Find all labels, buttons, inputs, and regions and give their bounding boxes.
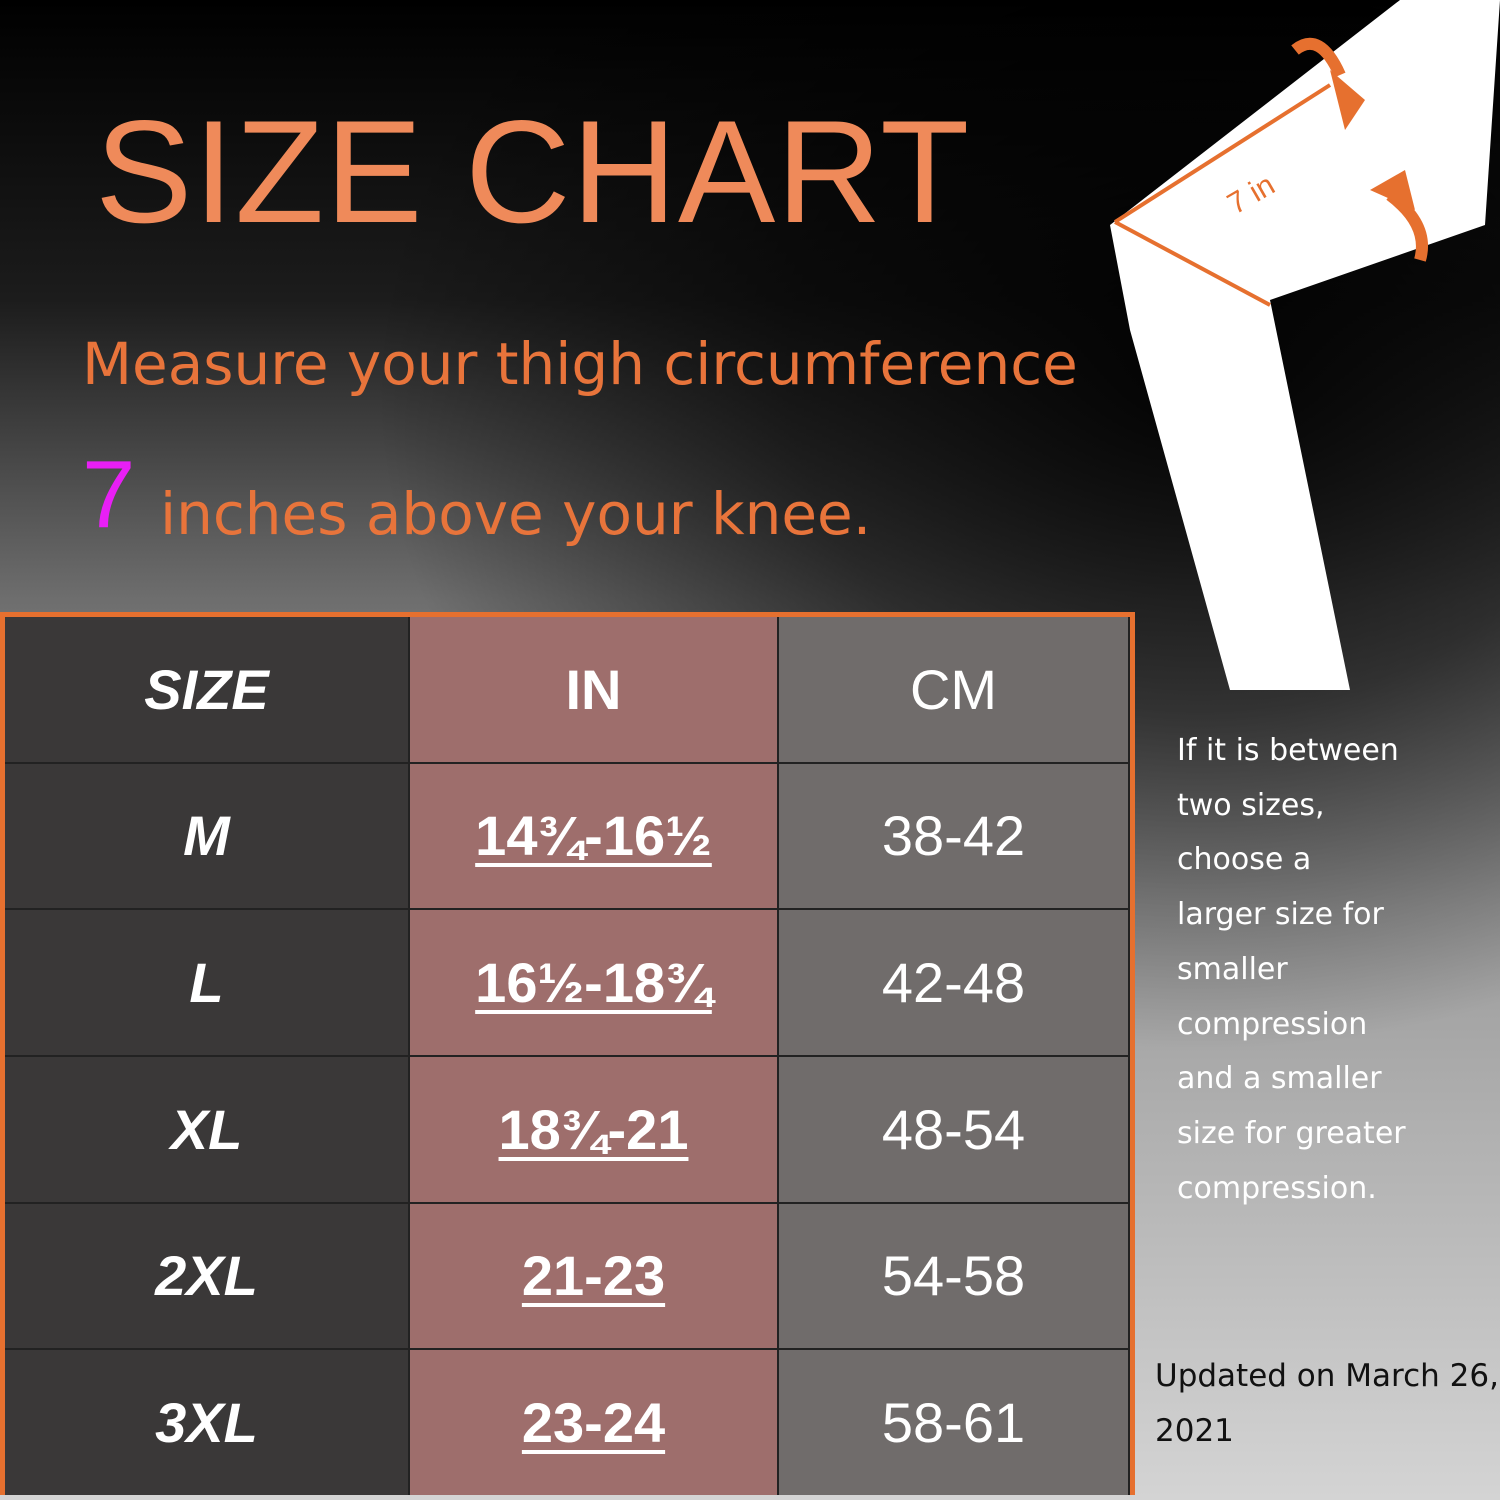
cell-text: 14¾-16½	[475, 804, 712, 868]
table-cell: 58-61	[779, 1350, 1128, 1495]
note-line: compression	[1177, 1006, 1368, 1042]
header-cell: IN	[410, 617, 777, 762]
header-cell: SIZE	[5, 617, 408, 762]
instruction-number: 7	[82, 441, 136, 548]
table-cell: 21-23	[410, 1203, 777, 1349]
cell-text: 42-48	[881, 951, 1026, 1015]
cell-text: 54-58	[881, 1244, 1026, 1308]
note-line: size for greater	[1177, 1115, 1406, 1151]
cell-text: XL	[170, 1097, 243, 1161]
updated-line: Updated on March 26,	[1155, 1358, 1499, 1394]
table-cell: 48-54	[779, 1057, 1128, 1202]
cell-text: 21-23	[521, 1244, 666, 1308]
arrow-head	[1370, 170, 1415, 210]
leg-diagram: 7 in	[1110, 0, 1500, 690]
table-cell: 16½-18¾	[410, 910, 777, 1055]
table-cell: M	[5, 763, 408, 909]
header-cell: CM	[779, 617, 1128, 762]
table-cell: 54-58	[779, 1203, 1128, 1349]
leg-shape	[1110, 0, 1500, 690]
updated-line: 2021	[1155, 1413, 1234, 1449]
note-line: larger size for	[1177, 897, 1384, 933]
note-line: choose a	[1177, 842, 1312, 878]
cell-text: 38-42	[881, 804, 1026, 868]
title: SIZE CHART	[95, 90, 971, 253]
table-cell: 2XL	[5, 1203, 408, 1349]
cell-text: M	[183, 804, 230, 868]
table-cell: 14¾-16½	[410, 763, 777, 909]
note-line: If it is between	[1177, 733, 1399, 768]
knee-line	[1114, 220, 1271, 307]
table-cell: XL	[5, 1057, 408, 1202]
table-cell: L	[5, 910, 408, 1055]
table-cell: 42-48	[779, 910, 1128, 1055]
note-line: compression.	[1177, 1170, 1377, 1206]
cell-text: 2XL	[155, 1244, 258, 1308]
table-cell: 38-42	[779, 763, 1128, 909]
size-table: SIZE IN CM M 14¾-16½ 38-42 L 16½-18¾ 42-48 XL 18¾-…	[0, 612, 1135, 1495]
cell-text: L	[189, 951, 224, 1015]
table-cell: 18¾-21	[410, 1057, 777, 1202]
cell-text: 3XL	[155, 1391, 258, 1455]
instruction-line: Measure your thigh circumference	[82, 330, 1078, 398]
note-line: and a smaller	[1177, 1061, 1382, 1097]
arrow	[1291, 37, 1346, 78]
cell-text: 23-24	[521, 1391, 666, 1455]
cell-text: 48-54	[881, 1097, 1026, 1161]
cell-text: 18¾-21	[498, 1097, 689, 1161]
table-cell: 23-24	[410, 1350, 777, 1495]
cell-text: 16½-18¾	[475, 951, 712, 1015]
cell-text: 58-61	[881, 1391, 1026, 1455]
table-cell: 3XL	[5, 1350, 408, 1495]
note-line: two sizes,	[1177, 787, 1325, 823]
note-line: smaller	[1177, 951, 1288, 987]
measure-line	[1113, 83, 1332, 224]
instruction-line: inches above your knee.	[160, 480, 872, 548]
arrow-head	[1330, 70, 1365, 130]
